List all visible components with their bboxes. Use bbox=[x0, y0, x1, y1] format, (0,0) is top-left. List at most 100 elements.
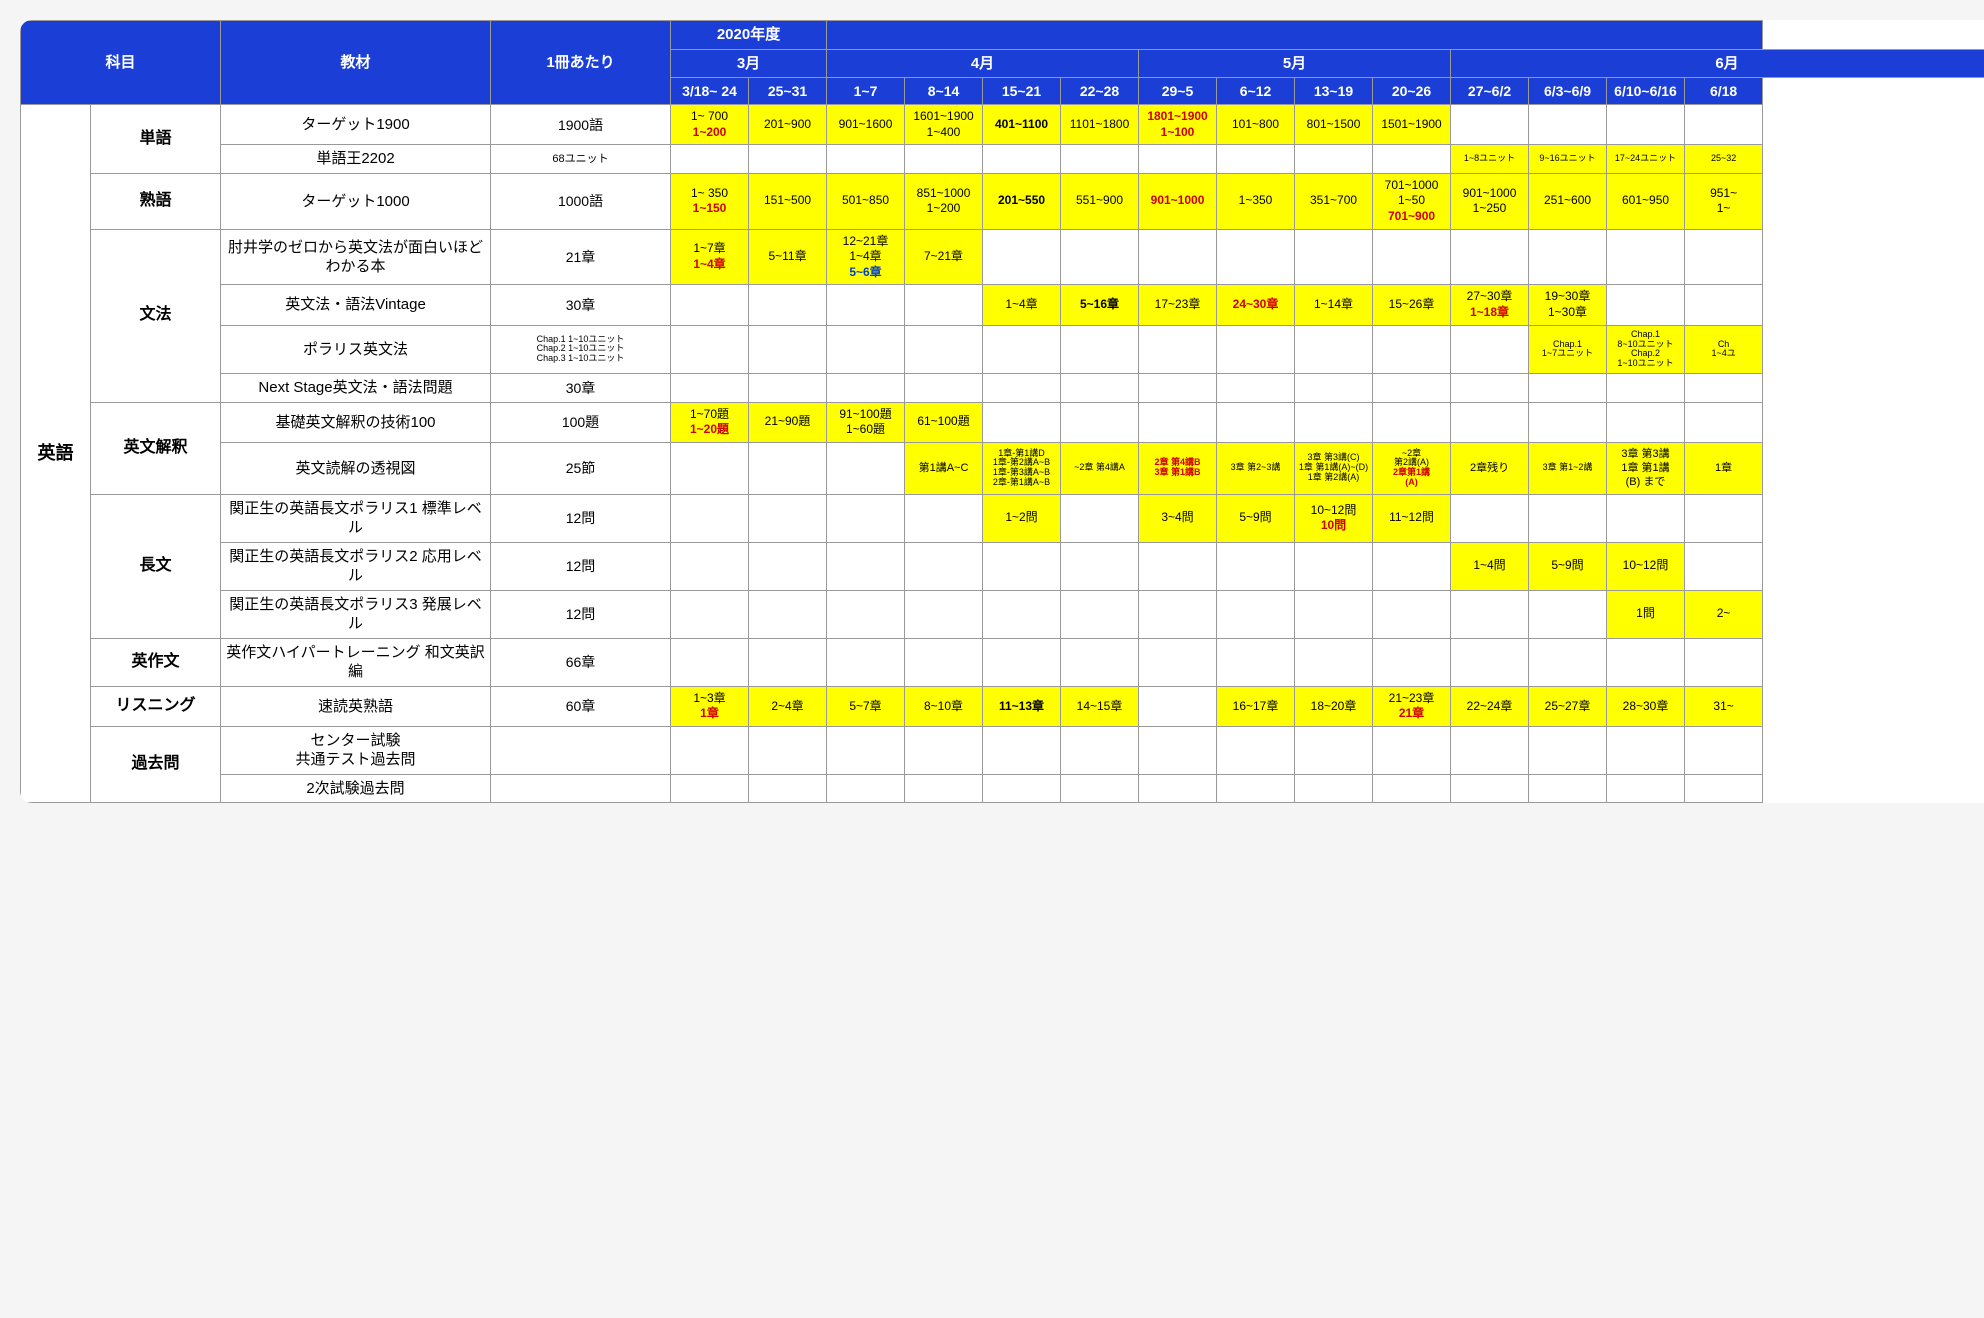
schedule-cell bbox=[1685, 402, 1763, 442]
schedule-cell bbox=[749, 726, 827, 774]
schedule-cell: ~2章第2講(A)2章第1講(A) bbox=[1373, 442, 1451, 494]
schedule-cell bbox=[749, 325, 827, 374]
book-cell: 速読英熟語 bbox=[221, 686, 491, 726]
schedule-cell bbox=[671, 494, 749, 542]
schedule-cell: 951~1~ bbox=[1685, 173, 1763, 229]
schedule-cell bbox=[1451, 229, 1529, 285]
table-row: 英文読解の透視図25節第1講A~C1章-第1講D1章-第2講A~B1章-第3講A… bbox=[21, 442, 1984, 494]
schedule-cell bbox=[1139, 542, 1217, 590]
header-week: 6/18 bbox=[1685, 78, 1763, 105]
schedule-cell bbox=[983, 325, 1061, 374]
schedule-cell bbox=[1295, 402, 1373, 442]
table-row: Next Stage英文法・語法問題30章 bbox=[21, 374, 1984, 403]
schedule-cell: 1問 bbox=[1607, 590, 1685, 638]
schedule-cell bbox=[827, 442, 905, 494]
schedule-cell bbox=[1373, 325, 1451, 374]
schedule-cell bbox=[1139, 638, 1217, 686]
schedule-cell bbox=[1685, 229, 1763, 285]
schedule-cell bbox=[671, 285, 749, 325]
unit-cell: 12問 bbox=[491, 494, 671, 542]
schedule-cell bbox=[1295, 145, 1373, 174]
book-cell: センター試験共通テスト過去問 bbox=[221, 726, 491, 774]
schedule-cell bbox=[749, 494, 827, 542]
book-cell: 英文読解の透視図 bbox=[221, 442, 491, 494]
schedule-cell bbox=[1061, 229, 1139, 285]
schedule-cell: 27~30章1~18章 bbox=[1451, 285, 1529, 325]
schedule-cell: 第1講A~C bbox=[905, 442, 983, 494]
schedule-cell: 1~70題1~20題 bbox=[671, 402, 749, 442]
schedule-cell: 501~850 bbox=[827, 173, 905, 229]
schedule-cell bbox=[905, 325, 983, 374]
header-week: 6/10~6/16 bbox=[1607, 78, 1685, 105]
schedule-cell bbox=[1685, 638, 1763, 686]
schedule-cell bbox=[827, 638, 905, 686]
schedule-cell: 12~21章1~4章5~6章 bbox=[827, 229, 905, 285]
schedule-cell bbox=[1217, 638, 1295, 686]
schedule-cell bbox=[671, 590, 749, 638]
schedule-cell bbox=[1061, 638, 1139, 686]
schedule-cell bbox=[1373, 638, 1451, 686]
unit-cell: 100題 bbox=[491, 402, 671, 442]
schedule-cell: 101~800 bbox=[1217, 105, 1295, 145]
schedule-cell bbox=[1685, 374, 1763, 403]
schedule-cell bbox=[1451, 774, 1529, 803]
schedule-cell: 5~9問 bbox=[1529, 542, 1607, 590]
table-row: 英作文英作文ハイパートレーニング 和文英訳編66章 bbox=[21, 638, 1984, 686]
schedule-cell bbox=[1139, 590, 1217, 638]
schedule-cell bbox=[1061, 590, 1139, 638]
schedule-cell bbox=[827, 590, 905, 638]
schedule-cell bbox=[1139, 325, 1217, 374]
schedule-cell bbox=[1607, 638, 1685, 686]
schedule-cell bbox=[827, 494, 905, 542]
schedule-cell bbox=[749, 774, 827, 803]
schedule-cell bbox=[1607, 374, 1685, 403]
schedule-cell bbox=[1139, 686, 1217, 726]
category-cell: 熟語 bbox=[91, 173, 221, 229]
schedule-cell bbox=[905, 774, 983, 803]
schedule-cell bbox=[749, 542, 827, 590]
schedule-cell: 5~9問 bbox=[1217, 494, 1295, 542]
schedule-cell bbox=[1217, 590, 1295, 638]
schedule-cell bbox=[983, 145, 1061, 174]
schedule-cell: 61~100題 bbox=[905, 402, 983, 442]
table-body: 英語単語ターゲット19001900語1~ 7001~200201~900901~… bbox=[21, 105, 1984, 803]
schedule-cell: 17~24ユニット bbox=[1607, 145, 1685, 174]
schedule-cell: 1章-第1講D1章-第2講A~B1章-第3講A~B2章-第1講A~B bbox=[983, 442, 1061, 494]
schedule-cell: 1章 bbox=[1685, 442, 1763, 494]
table-row: 英文法・語法Vintage30章1~4章5~16章17~23章24~30章1~1… bbox=[21, 285, 1984, 325]
schedule-cell: 2~4章 bbox=[749, 686, 827, 726]
schedule-cell bbox=[1529, 494, 1607, 542]
schedule-cell: 91~100題1~60題 bbox=[827, 402, 905, 442]
schedule-cell bbox=[1451, 726, 1529, 774]
schedule-cell bbox=[983, 402, 1061, 442]
schedule-cell: 3章 第3講(C)1章 第1講(A)~(D)1章 第2講(A) bbox=[1295, 442, 1373, 494]
schedule-cell: 11~12問 bbox=[1373, 494, 1451, 542]
book-cell: ターゲット1000 bbox=[221, 173, 491, 229]
schedule-cell: Chap.11~7ユニット bbox=[1529, 325, 1607, 374]
schedule-cell bbox=[1295, 726, 1373, 774]
schedule-cell: Ch1~4ユ bbox=[1685, 325, 1763, 374]
unit-cell: 30章 bbox=[491, 285, 671, 325]
schedule-cell bbox=[1607, 494, 1685, 542]
schedule-cell bbox=[1607, 285, 1685, 325]
book-cell: 関正生の英語長文ポラリス2 応用レベル bbox=[221, 542, 491, 590]
schedule-cell: 801~1500 bbox=[1295, 105, 1373, 145]
table-row: 単語王220268ユニット1~8ユニット9~16ユニット17~24ユニット25~… bbox=[21, 145, 1984, 174]
category-cell: 文法 bbox=[91, 229, 221, 402]
unit-cell: 60章 bbox=[491, 686, 671, 726]
schedule-cell: 3章 第1~2講 bbox=[1529, 442, 1607, 494]
schedule-cell: 901~10001~250 bbox=[1451, 173, 1529, 229]
subject-cell: 英語 bbox=[21, 105, 91, 803]
schedule-cell: 1~350 bbox=[1217, 173, 1295, 229]
schedule-cell: 18~20章 bbox=[1295, 686, 1373, 726]
book-cell: 基礎英文解釈の技術100 bbox=[221, 402, 491, 442]
schedule-cell bbox=[749, 638, 827, 686]
schedule-cell: 551~900 bbox=[1061, 173, 1139, 229]
schedule-cell bbox=[1217, 374, 1295, 403]
header-week: 20~26 bbox=[1373, 78, 1451, 105]
schedule-cell bbox=[1217, 325, 1295, 374]
schedule-cell bbox=[749, 285, 827, 325]
schedule-cell bbox=[905, 285, 983, 325]
schedule-cell: 17~23章 bbox=[1139, 285, 1217, 325]
book-cell: 単語王2202 bbox=[221, 145, 491, 174]
